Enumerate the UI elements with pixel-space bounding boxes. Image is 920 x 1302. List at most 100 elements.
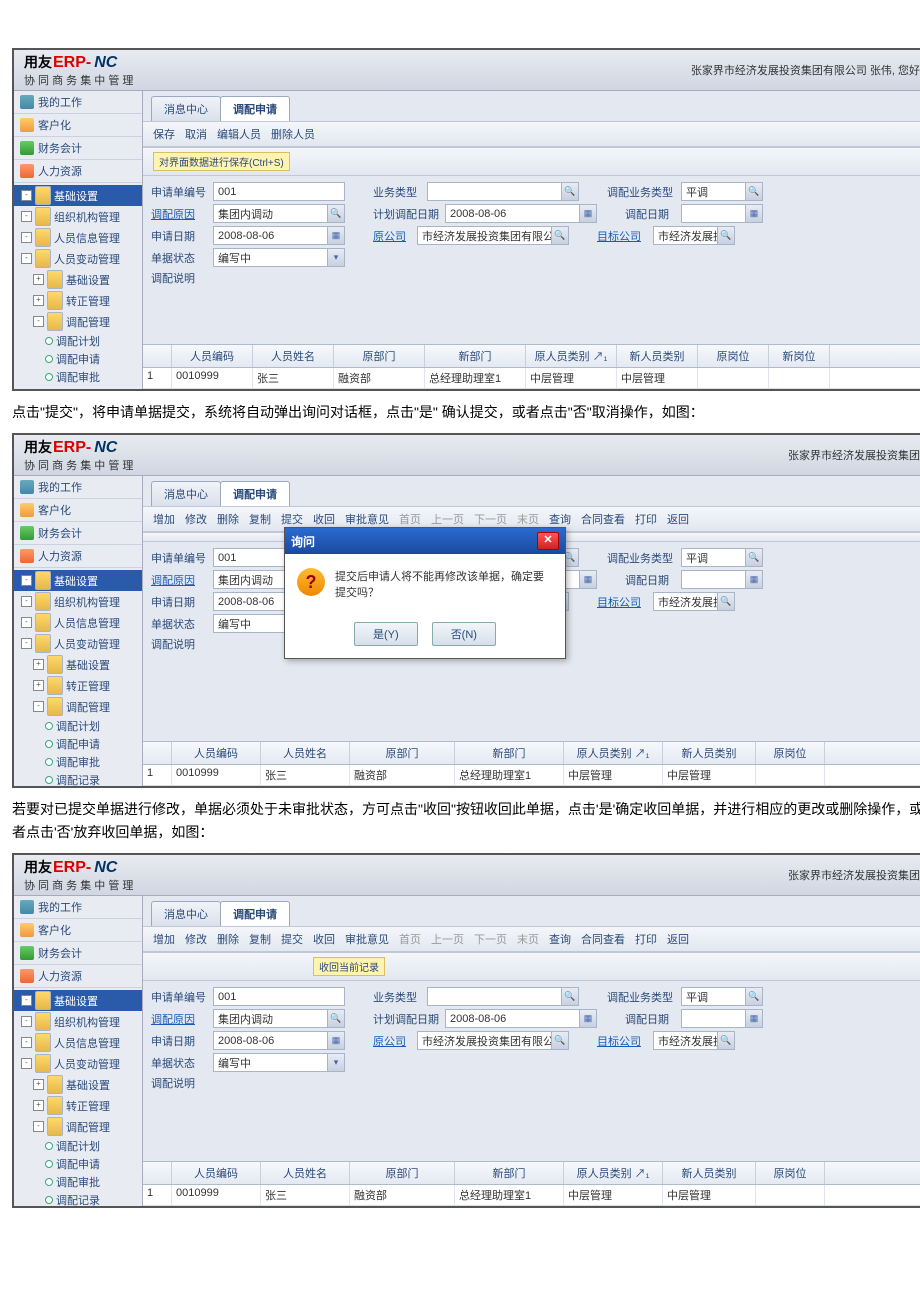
field-picker-icon[interactable]: ▦ (745, 205, 762, 222)
field-picker-icon[interactable]: ▦ (745, 1010, 762, 1027)
column-header[interactable]: 人员姓名 (261, 742, 350, 764)
close-icon[interactable]: ✕ (537, 532, 559, 550)
tree-node[interactable]: 调配记录 (14, 1191, 142, 1208)
tab[interactable]: 调配申请 (220, 901, 290, 926)
tree-node[interactable]: -人员信息管理 (14, 227, 142, 248)
field-input[interactable]: 2008-08-06▦ (213, 1031, 345, 1050)
table-row[interactable]: 10010999张三融资部总经理助理室1中层管理中层管理 (143, 765, 920, 786)
sidebar-section[interactable]: 人力资源 (14, 545, 142, 568)
tree-node[interactable]: -人员变动管理 (14, 633, 142, 654)
field-picker-icon[interactable]: ▦ (327, 1032, 344, 1049)
sidebar-section[interactable]: 客户化 (14, 114, 142, 137)
toolbar-button[interactable]: 增加 (153, 511, 175, 527)
tree-node[interactable]: -基础设置 (14, 570, 142, 591)
column-header[interactable] (143, 742, 172, 764)
column-header[interactable] (143, 345, 172, 367)
toolbar-button[interactable]: 审批意见 (345, 511, 389, 527)
field-picker-icon[interactable]: 🔍 (717, 227, 734, 244)
toolbar-button[interactable]: 查询 (549, 511, 571, 527)
yes-button[interactable]: 是(Y) (354, 622, 418, 646)
field-input[interactable]: 市经济发展投资集团有限公司🔍 (417, 1031, 569, 1050)
column-header[interactable]: 原部门 (350, 742, 455, 764)
tree-node[interactable]: 调配记录 (14, 386, 142, 391)
column-header[interactable]: 人员编码 (172, 345, 253, 367)
tree-node[interactable]: 调配审批 (14, 753, 142, 771)
tree-node[interactable]: +基础设置 (14, 269, 142, 290)
toolbar-button[interactable]: 复制 (249, 511, 271, 527)
tree-node[interactable]: -人员变动管理 (14, 248, 142, 269)
column-header[interactable]: 原岗位 (756, 742, 825, 764)
column-header[interactable]: 新部门 (455, 742, 564, 764)
field-picker-icon[interactable]: 🔍 (551, 227, 568, 244)
tree-node[interactable]: 调配审批 (14, 1173, 142, 1191)
toolbar-button[interactable]: 合同查看 (581, 931, 625, 947)
toolbar-button[interactable]: 提交 (281, 931, 303, 947)
tree-node[interactable]: -人员变动管理 (14, 1053, 142, 1074)
column-header[interactable]: 新人员类别 (663, 1162, 756, 1184)
tree-node[interactable]: -调配管理 (14, 311, 142, 332)
field-picker-icon[interactable]: 🔍 (745, 988, 762, 1005)
field-picker-icon[interactable]: ▦ (579, 571, 596, 588)
field-input[interactable]: 市经济发展投资集团有限公🔍 (653, 226, 735, 245)
toolbar-button[interactable]: 编辑人员 (217, 126, 261, 142)
field-picker-icon[interactable]: ▦ (745, 571, 762, 588)
toolbar-button[interactable]: 保存 (153, 126, 175, 142)
column-header[interactable]: 人员姓名 (253, 345, 334, 367)
toolbar-button[interactable]: 打印 (635, 511, 657, 527)
field-input[interactable]: 平调🔍 (681, 182, 763, 201)
table-row[interactable]: 10010999张三融资部总经理助理室1中层管理中层管理 (143, 368, 920, 389)
field-input[interactable]: ▦ (681, 570, 763, 589)
field-input[interactable]: ▦ (681, 1009, 763, 1028)
tree-node[interactable]: -组织机构管理 (14, 206, 142, 227)
field-input[interactable]: 001 (213, 182, 345, 201)
sidebar-section[interactable]: 客户化 (14, 499, 142, 522)
tree-node[interactable]: -调配管理 (14, 696, 142, 717)
tree-node[interactable]: +基础设置 (14, 1074, 142, 1095)
field-input[interactable]: 编写中▾ (213, 248, 345, 267)
field-input[interactable]: 平调🔍 (681, 987, 763, 1006)
column-header[interactable] (143, 1162, 172, 1184)
toolbar-button[interactable]: 增加 (153, 931, 175, 947)
field-input[interactable]: 平调🔍 (681, 548, 763, 567)
tree-node[interactable]: -基础设置 (14, 185, 142, 206)
tree-node[interactable]: 调配申请 (14, 1155, 142, 1173)
toolbar-button[interactable]: 删除人员 (271, 126, 315, 142)
tree-node[interactable]: 调配审批 (14, 368, 142, 386)
field-picker-icon[interactable]: ▦ (579, 205, 596, 222)
toolbar-button[interactable]: 提交 (281, 511, 303, 527)
no-button[interactable]: 否(N) (432, 622, 496, 646)
field-input[interactable]: 集团内调动🔍 (213, 204, 345, 223)
sidebar-section[interactable]: 财务会计 (14, 137, 142, 160)
tree-node[interactable]: -组织机构管理 (14, 1011, 142, 1032)
toolbar-button[interactable]: 收回 (313, 511, 335, 527)
field-picker-icon[interactable]: 🔍 (551, 1032, 568, 1049)
toolbar-button[interactable]: 返回 (667, 511, 689, 527)
field-picker-icon[interactable]: 🔍 (745, 549, 762, 566)
toolbar-button[interactable]: 取消 (185, 126, 207, 142)
toolbar-button[interactable]: 修改 (185, 931, 207, 947)
field-input[interactable]: 集团内调动🔍 (213, 1009, 345, 1028)
field-picker-icon[interactable]: ▾ (327, 1054, 344, 1071)
toolbar-button[interactable]: 删除 (217, 931, 239, 947)
sidebar-section[interactable]: 财务会计 (14, 942, 142, 965)
tab[interactable]: 调配申请 (220, 96, 290, 121)
table-row[interactable]: 10010999张三融资部总经理助理室1中层管理中层管理 (143, 1185, 920, 1206)
sidebar-section[interactable]: 我的工作 (14, 896, 142, 919)
column-header[interactable]: 新岗位 (769, 345, 830, 367)
field-picker-icon[interactable]: 🔍 (561, 988, 578, 1005)
field-input[interactable]: 2008-08-06▦ (445, 204, 597, 223)
tree-node[interactable]: -基础设置 (14, 990, 142, 1011)
toolbar-button[interactable]: 审批意见 (345, 931, 389, 947)
tree-node[interactable]: +转正管理 (14, 290, 142, 311)
field-picker-icon[interactable]: 🔍 (717, 593, 734, 610)
tab[interactable]: 消息中心 (151, 481, 221, 506)
field-input[interactable]: 编写中▾ (213, 1053, 345, 1072)
field-picker-icon[interactable]: 🔍 (327, 205, 344, 222)
tree-node[interactable]: 调配记录 (14, 771, 142, 788)
column-header[interactable]: 人员姓名 (261, 1162, 350, 1184)
tree-node[interactable]: 调配计划 (14, 332, 142, 350)
column-header[interactable]: 原人员类别 ↗₁ (564, 1162, 663, 1184)
field-picker-icon[interactable]: 🔍 (327, 1010, 344, 1027)
column-header[interactable]: 原部门 (334, 345, 425, 367)
field-picker-icon[interactable]: ▦ (579, 1010, 596, 1027)
